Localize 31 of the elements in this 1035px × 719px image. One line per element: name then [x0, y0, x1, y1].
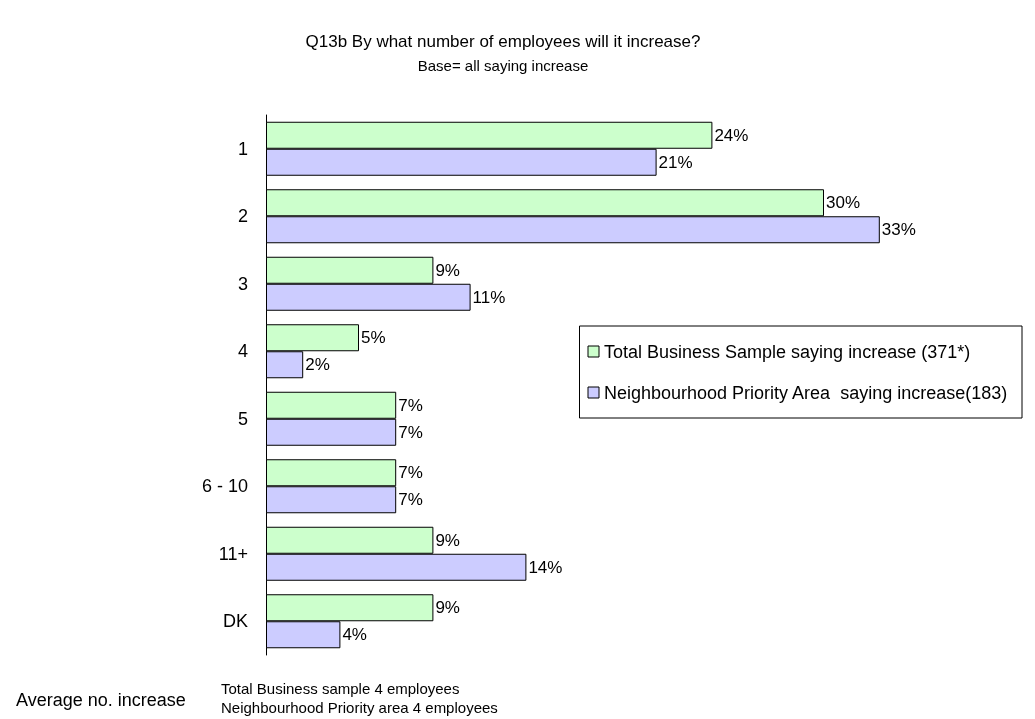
legend-label: Neighbourhood Priority Area saying increase(183) [604, 382, 1008, 403]
data-label: 24% [714, 125, 749, 145]
text: Neighbourhood Priority area 4 employees [221, 699, 498, 716]
data-label: 2% [305, 355, 330, 375]
y-tick-label: 6 - 10 [201, 476, 248, 497]
data-label: 7% [398, 395, 423, 415]
y-tick-label: 4 [237, 341, 248, 362]
chart-subtitle: Base= all saying increase [417, 57, 589, 74]
legend-label: Total Business Sample saying increase (371*) [604, 341, 971, 362]
data-label: 30% [826, 193, 861, 213]
data-label: 4% [342, 625, 367, 645]
y-tick-label: 5 [237, 408, 248, 429]
data-label: 9% [435, 530, 460, 550]
chart-title: Q13b By what number of employees will it increase? [305, 32, 701, 51]
data-label: 7% [398, 463, 423, 483]
data-label: 9% [435, 598, 460, 618]
y-tick-label: 3 [237, 273, 248, 294]
y-tick-label: 1 [237, 138, 248, 159]
text: Total Business sample 4 employees [221, 680, 460, 697]
text: Average no. increase [16, 690, 186, 710]
data-label: 5% [361, 328, 386, 348]
y-tick-label: DK [222, 611, 248, 632]
data-label: 7% [398, 490, 423, 510]
data-label: 9% [435, 260, 460, 280]
data-label: 11% [472, 287, 506, 307]
data-label: 14% [528, 557, 563, 577]
y-tick-label: 2 [237, 206, 248, 227]
y-tick-label: 11+ [218, 543, 248, 564]
data-label: 21% [658, 152, 693, 172]
data-label: 33% [881, 220, 916, 240]
data-label: 7% [398, 422, 423, 442]
